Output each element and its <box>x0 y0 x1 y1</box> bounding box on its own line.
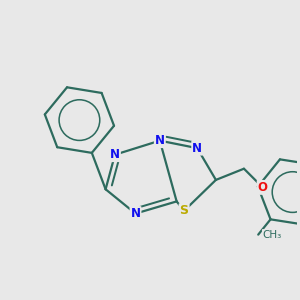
Text: N: N <box>130 207 140 220</box>
Text: N: N <box>192 142 202 154</box>
Text: CH₃: CH₃ <box>262 230 282 240</box>
Text: O: O <box>258 181 268 194</box>
Text: N: N <box>155 134 165 147</box>
Text: N: N <box>110 148 120 161</box>
Text: S: S <box>180 204 189 217</box>
